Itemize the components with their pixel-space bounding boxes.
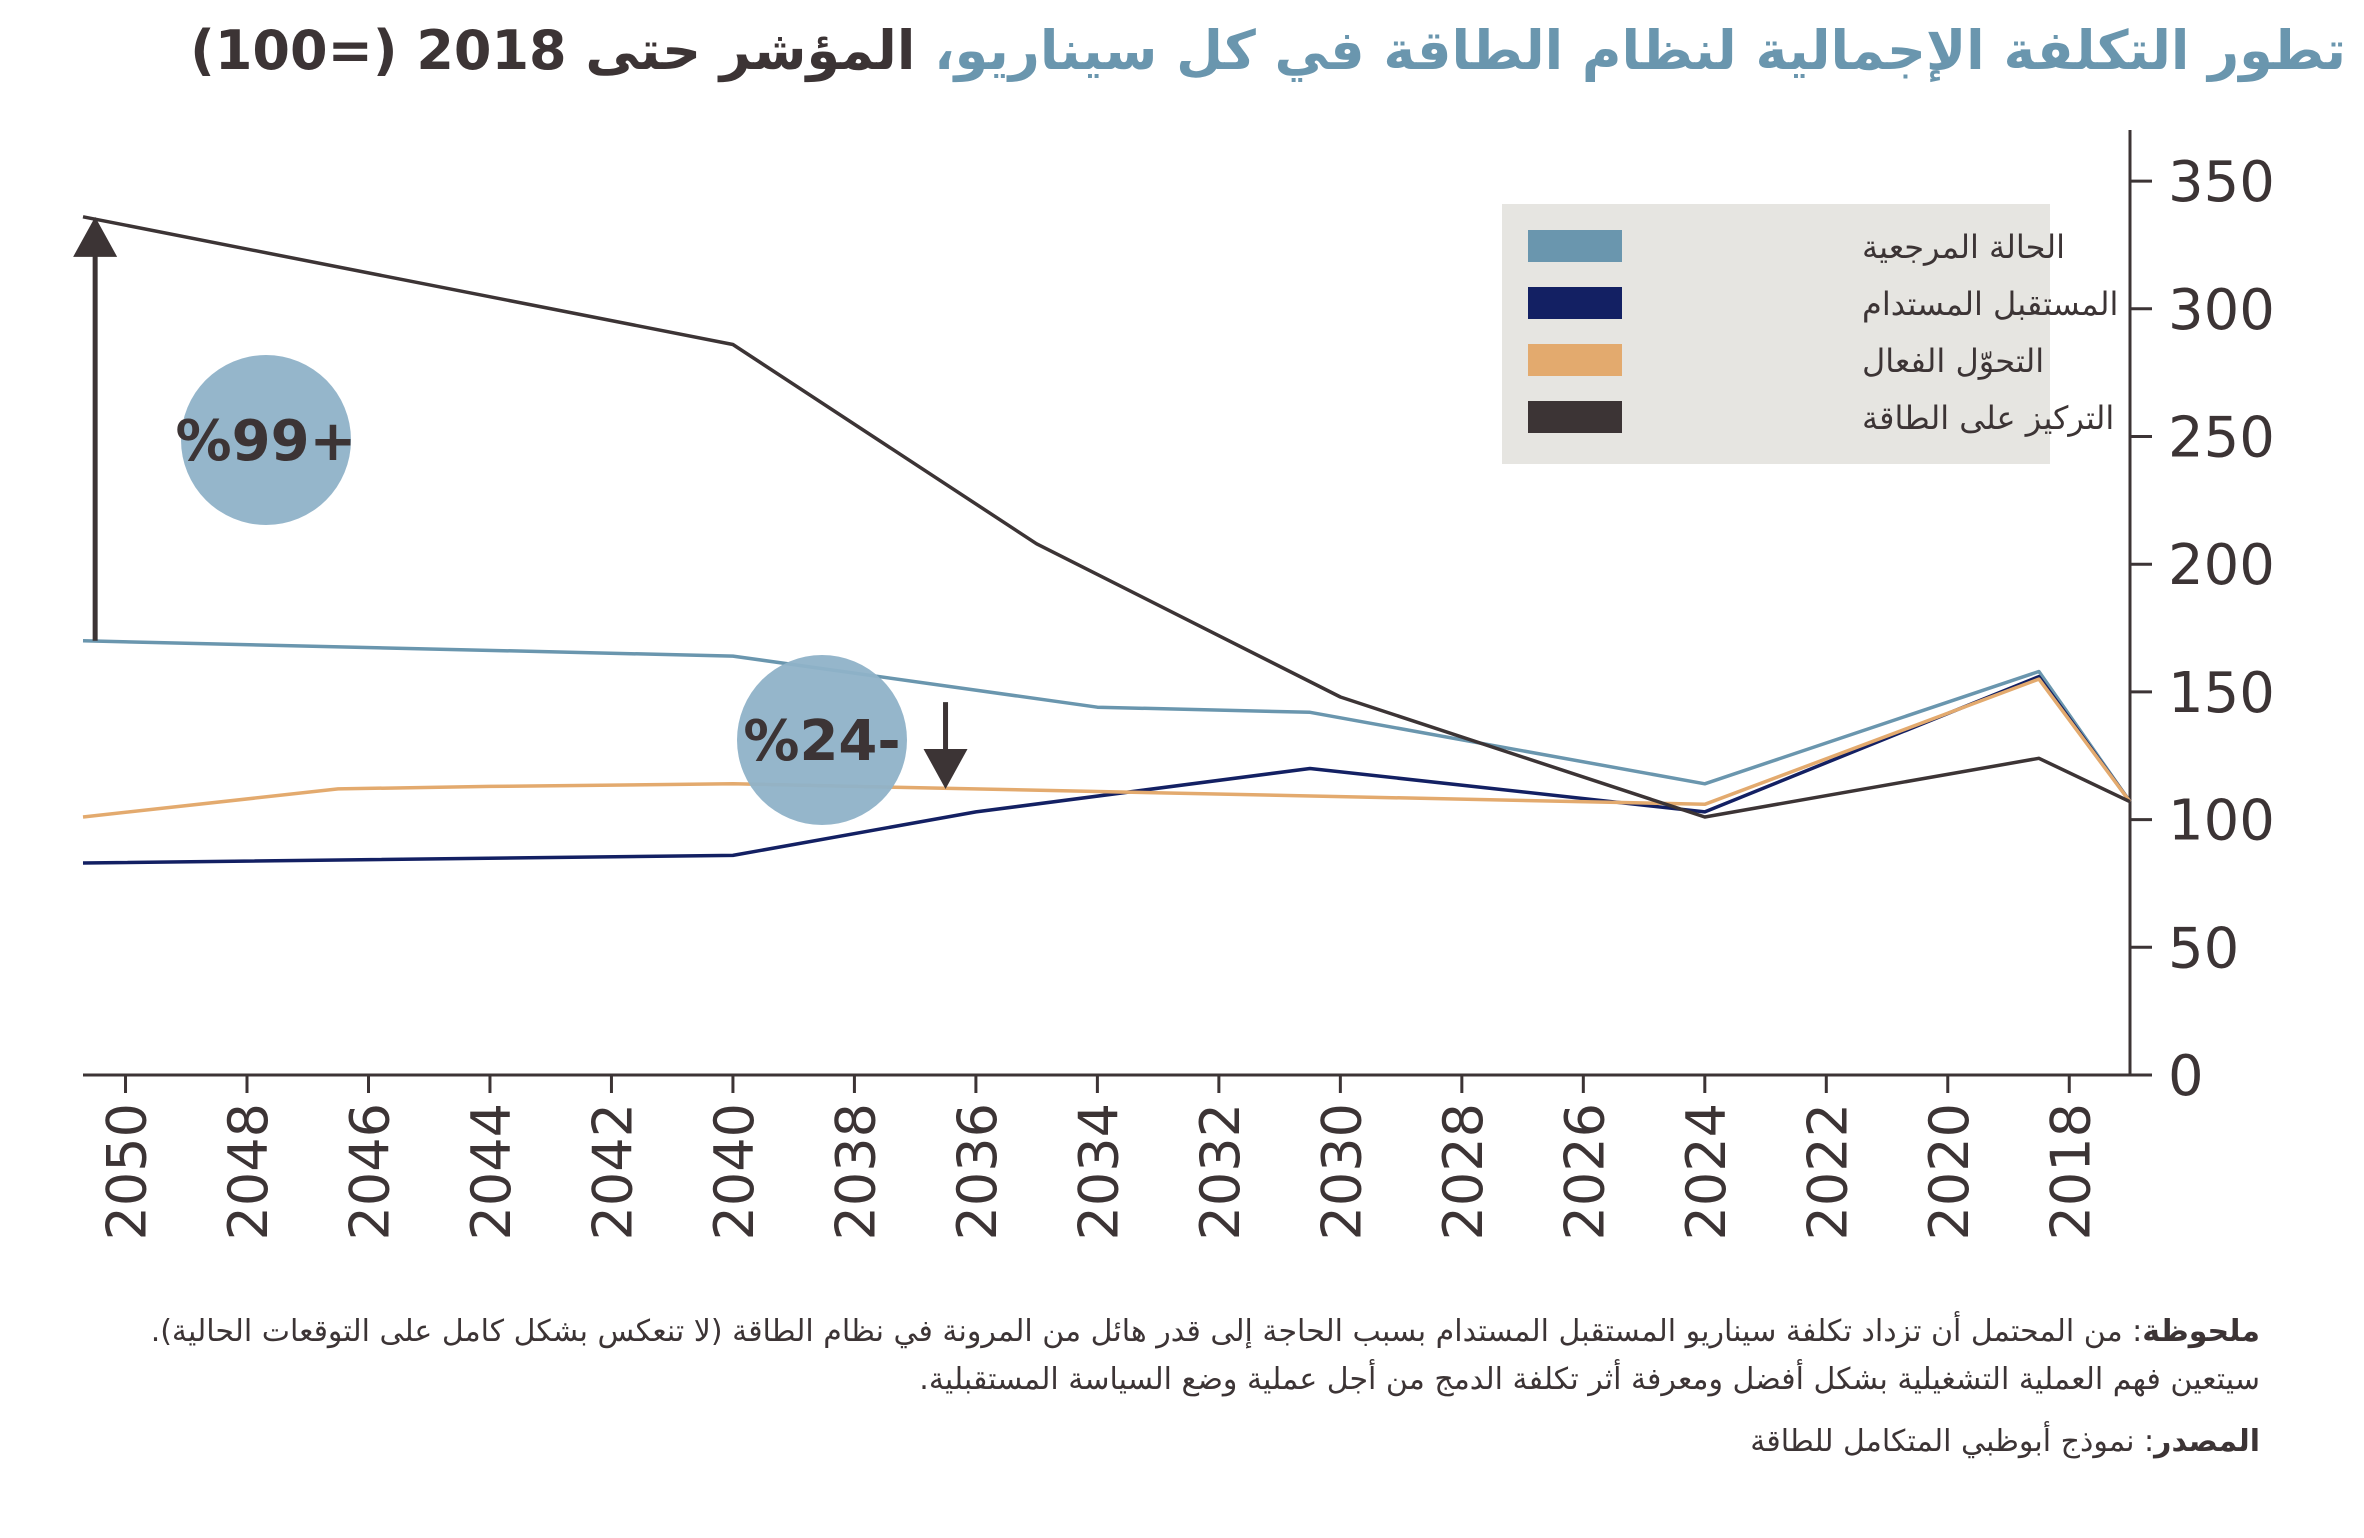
legend-swatch-2 [1528,287,1622,319]
source-label: المصدر [2154,1424,2260,1459]
title-part-1: تطور التكلفة الإجمالية لنظام الطاقة في ك… [934,19,2346,82]
legend-label-4: التركيز على الطاقة [1862,399,2114,437]
legend-swatch-1 [1528,230,1622,262]
y-tick-label: 350 [2168,150,2275,215]
y-tick-label: 50 [2168,916,2239,981]
note-label: ملحوظة [2142,1314,2260,1349]
x-tick-label: 2050 [96,1103,159,1240]
annotation-label-2: %24- [743,709,900,774]
source-text: : نموذج أبوظبي المتكامل للطاقة [1750,1424,2155,1459]
legend-label-2: المستقبل المستدام [1862,285,2118,323]
legend: الحالة المرجعية المستقبل المستدام التحوّل … [1502,204,2118,464]
annotation-bubble-1 [181,355,351,525]
x-tick-label: 2026 [1553,1103,1616,1240]
y-tick-label: 250 [2168,405,2275,470]
series-line-4 [82,215,2131,819]
legend-swatch-3 [1528,344,1622,376]
x-tick-label: 2040 [703,1103,766,1240]
x-tick-label: 2042 [581,1103,644,1240]
line-chart: 0 50 100 150 200 250 300 350 2018 2020 2022 2024 202… [73,130,2275,1240]
legend-swatch-4 [1528,401,1622,433]
source: المصدر: نموذج أبوظبي المتكامل للطاقة [80,1418,2260,1466]
x-tick-label: 2020 [1918,1103,1981,1240]
chart-axes: 0 50 100 150 200 250 300 350 2018 2020 2022 2024 202… [83,130,2275,1240]
annotation-arrow-head-1 [73,216,118,257]
series-line-2 [82,674,2132,865]
annotation-bubble-2 [737,655,907,825]
legend-label-1: الحالة المرجعية [1862,228,2065,266]
chart-title: تطور التكلفة الإجمالية لنظام الطاقة في ك… [16,16,2346,86]
x-tick-label: 2024 [1675,1103,1738,1240]
x-tick-label: 2036 [946,1103,1009,1240]
x-tick-label: 2032 [1189,1103,1252,1240]
x-tick-label: 2028 [1432,1103,1495,1240]
x-tick-label: 2034 [1067,1103,1130,1240]
annotation-label-1: %99+ [176,409,357,474]
title-part-2: المؤشر حتى 2018 (=100) [190,19,916,82]
x-tick-label: 2018 [2039,1103,2102,1240]
y-tick-label: 300 [2168,278,2275,343]
y-tick-label: 150 [2168,661,2275,726]
note-text: : من المحتمل أن تزداد تكلفة سيناريو المس… [150,1314,2260,1397]
series-line-1 [82,639,2132,803]
annotations: %99+ %24- [73,216,968,825]
note: ملحوظة: من المحتمل أن تزداد تكلفة سيناري… [80,1308,2260,1404]
footnotes: ملحوظة: من المحتمل أن تزداد تكلفة سيناري… [80,1308,2260,1466]
x-tick-label: 2030 [1310,1103,1373,1240]
x-tick-label: 2044 [460,1103,523,1240]
y-tick-label: 100 [2168,789,2275,854]
y-tick-label: 0 [2168,1044,2204,1109]
series-lines [82,215,2132,865]
x-tick-label: 2046 [338,1103,401,1240]
x-tick-label: 2048 [217,1103,280,1240]
series-line-3 [82,677,2132,819]
legend-label-3: التحوّل الفعال [1862,342,2044,380]
x-tick-label: 2038 [824,1103,887,1240]
y-tick-label: 200 [2168,533,2275,598]
x-tick-label: 2022 [1796,1103,1859,1240]
annotation-arrow-head-2 [923,748,968,789]
